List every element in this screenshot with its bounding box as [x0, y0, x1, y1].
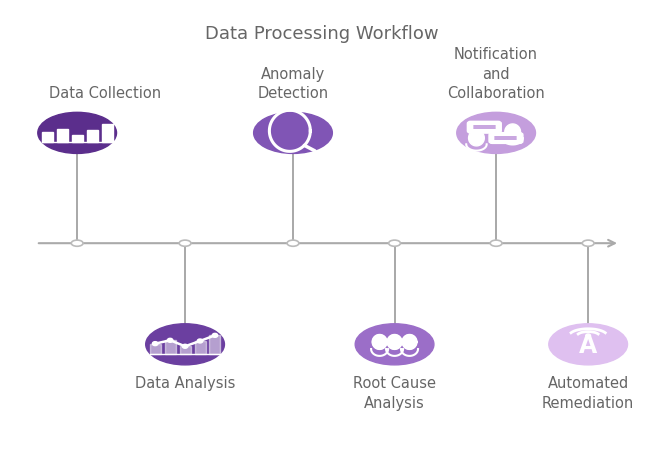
Ellipse shape — [71, 240, 83, 246]
Circle shape — [153, 342, 158, 346]
Text: Data Analysis: Data Analysis — [135, 376, 236, 391]
Text: Root Cause
Analysis: Root Cause Analysis — [353, 376, 436, 410]
Ellipse shape — [146, 324, 225, 365]
Circle shape — [182, 344, 188, 348]
Bar — [42, 132, 53, 142]
Polygon shape — [373, 335, 387, 349]
Bar — [101, 124, 112, 142]
Circle shape — [167, 338, 173, 342]
Circle shape — [212, 333, 218, 337]
Ellipse shape — [38, 112, 117, 154]
Ellipse shape — [549, 324, 628, 365]
Circle shape — [197, 339, 202, 343]
Bar — [210, 336, 221, 353]
Polygon shape — [402, 335, 417, 349]
Bar — [165, 340, 176, 353]
Bar — [86, 130, 97, 142]
Polygon shape — [505, 124, 520, 140]
Ellipse shape — [389, 240, 400, 246]
Text: Notification
and
Collaboration: Notification and Collaboration — [447, 47, 545, 101]
FancyBboxPatch shape — [467, 121, 501, 133]
Ellipse shape — [355, 324, 434, 365]
Text: A: A — [579, 334, 597, 358]
Ellipse shape — [179, 240, 191, 246]
Circle shape — [586, 334, 591, 337]
Ellipse shape — [582, 240, 594, 246]
Text: Anomaly
Detection: Anomaly Detection — [258, 66, 328, 101]
Bar — [195, 341, 206, 353]
Bar — [71, 135, 82, 142]
Ellipse shape — [287, 240, 299, 246]
Polygon shape — [387, 335, 402, 349]
Polygon shape — [469, 130, 484, 146]
Bar — [56, 129, 67, 142]
Bar — [180, 346, 191, 353]
Text: Data Processing Workflow: Data Processing Workflow — [204, 25, 438, 43]
Bar — [150, 344, 161, 353]
Text: Data Collection: Data Collection — [49, 86, 161, 101]
Ellipse shape — [254, 112, 332, 154]
Text: Automated
Remediation: Automated Remediation — [542, 376, 634, 410]
FancyBboxPatch shape — [489, 132, 523, 143]
Ellipse shape — [457, 112, 535, 154]
Ellipse shape — [490, 240, 502, 246]
